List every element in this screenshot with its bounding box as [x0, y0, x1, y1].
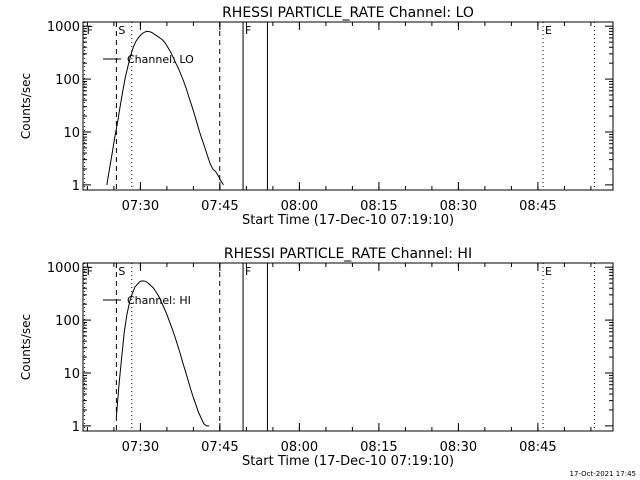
panel-1-marker-label: S — [118, 24, 125, 37]
panel-2-y-tick-label: 1000 — [47, 261, 80, 276]
panel-2-legend-label: Channel: HI — [127, 294, 191, 307]
panel-2-plot-frame — [82, 262, 614, 432]
panel-1-x-tick-label: 07:45 — [201, 199, 238, 214]
panel-2-marker-label: S — [118, 265, 125, 278]
panel-1-x-tick-label: 08:30 — [440, 199, 477, 214]
panel-1-y-tick-label: 100 — [55, 73, 80, 88]
panel-1-marker-label: F — [87, 24, 93, 37]
panel-1-plot-frame — [82, 21, 614, 191]
panel-2-marker-label: F — [87, 265, 93, 278]
panel-2-y-tick-label: 1 — [72, 420, 80, 435]
timestamp-footer: 17-Oct-2021 17:45 — [569, 470, 636, 478]
panel-2-x-tick-label: 08:00 — [281, 440, 318, 455]
panel-2-series-line — [115, 280, 210, 427]
panel-1-y-tick-label: 1 — [72, 179, 80, 194]
panel-2-y-tick-label: 100 — [55, 314, 80, 329]
panel-1-x-tick-label: 08:15 — [360, 199, 397, 214]
panel-2-x-tick-label: 08:30 — [440, 440, 477, 455]
panel-1-x-tick-label: 07:30 — [122, 199, 159, 214]
panel-2-marker-label: F — [245, 265, 251, 278]
panel-1-legend-label: Channel: LO — [127, 53, 194, 66]
panel-2-x-tick-label: 07:30 — [122, 440, 159, 455]
panel-1-marker-label: E — [545, 24, 552, 37]
panel-2-x-tick-label: 08:15 — [360, 440, 397, 455]
panel-2-x-tick-label: 08:45 — [519, 440, 556, 455]
panel-1-marker-label: F — [245, 24, 251, 37]
panel-1-y-tick-label: 1000 — [47, 20, 80, 35]
panel-1-title: RHESSI PARTICLE_RATE Channel: LO — [222, 5, 474, 21]
panel-1-series-line — [106, 30, 224, 186]
panel-2-x-axis-label: Start Time (17-Dec-10 07:19:10) — [242, 454, 454, 469]
panel-2-y-tick-label: 10 — [63, 367, 80, 382]
panel-2-y-axis-label: Counts/sec — [19, 314, 33, 380]
panel-1-x-tick-label: 08:45 — [519, 199, 556, 214]
panel-1-x-axis-label: Start Time (17-Dec-10 07:19:10) — [242, 213, 454, 228]
panel-1-y-tick-label: 10 — [63, 126, 80, 141]
panel-1-x-tick-label: 08:00 — [281, 199, 318, 214]
panel-2-marker-label: E — [545, 265, 552, 278]
panel-2-x-tick-label: 07:45 — [201, 440, 238, 455]
panel-2-title: RHESSI PARTICLE_RATE Channel: HI — [224, 246, 472, 262]
panel-1-y-axis-label: Counts/sec — [19, 73, 33, 139]
